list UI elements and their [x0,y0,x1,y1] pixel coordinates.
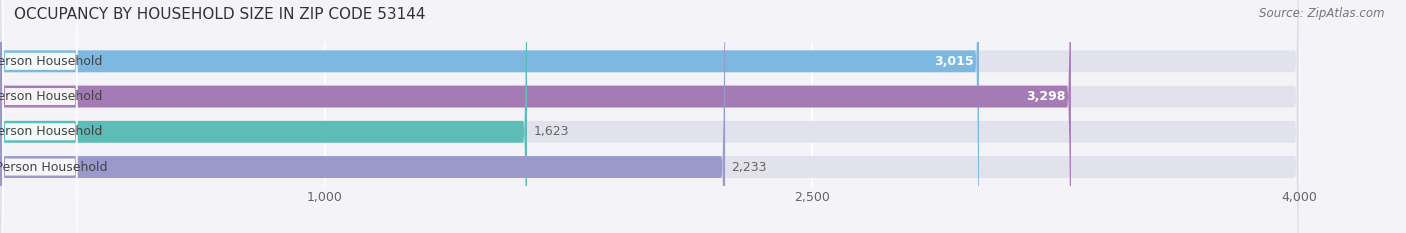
Text: 4+ Person Household: 4+ Person Household [0,161,107,174]
FancyBboxPatch shape [3,0,77,233]
FancyBboxPatch shape [3,0,77,233]
FancyBboxPatch shape [3,0,77,233]
Text: 3,298: 3,298 [1026,90,1066,103]
FancyBboxPatch shape [3,0,77,233]
FancyBboxPatch shape [0,0,1299,233]
Text: 1,623: 1,623 [533,125,569,138]
FancyBboxPatch shape [0,0,1071,233]
Text: 3-Person Household: 3-Person Household [0,125,103,138]
FancyBboxPatch shape [0,0,1299,233]
Text: 1-Person Household: 1-Person Household [0,55,103,68]
Text: Source: ZipAtlas.com: Source: ZipAtlas.com [1260,7,1385,20]
FancyBboxPatch shape [0,0,979,233]
FancyBboxPatch shape [0,0,527,233]
FancyBboxPatch shape [0,0,725,233]
Text: 3,015: 3,015 [935,55,974,68]
FancyBboxPatch shape [0,0,1299,233]
Text: 2-Person Household: 2-Person Household [0,90,103,103]
Text: 2,233: 2,233 [731,161,768,174]
Text: OCCUPANCY BY HOUSEHOLD SIZE IN ZIP CODE 53144: OCCUPANCY BY HOUSEHOLD SIZE IN ZIP CODE … [14,7,426,22]
FancyBboxPatch shape [0,0,1299,233]
